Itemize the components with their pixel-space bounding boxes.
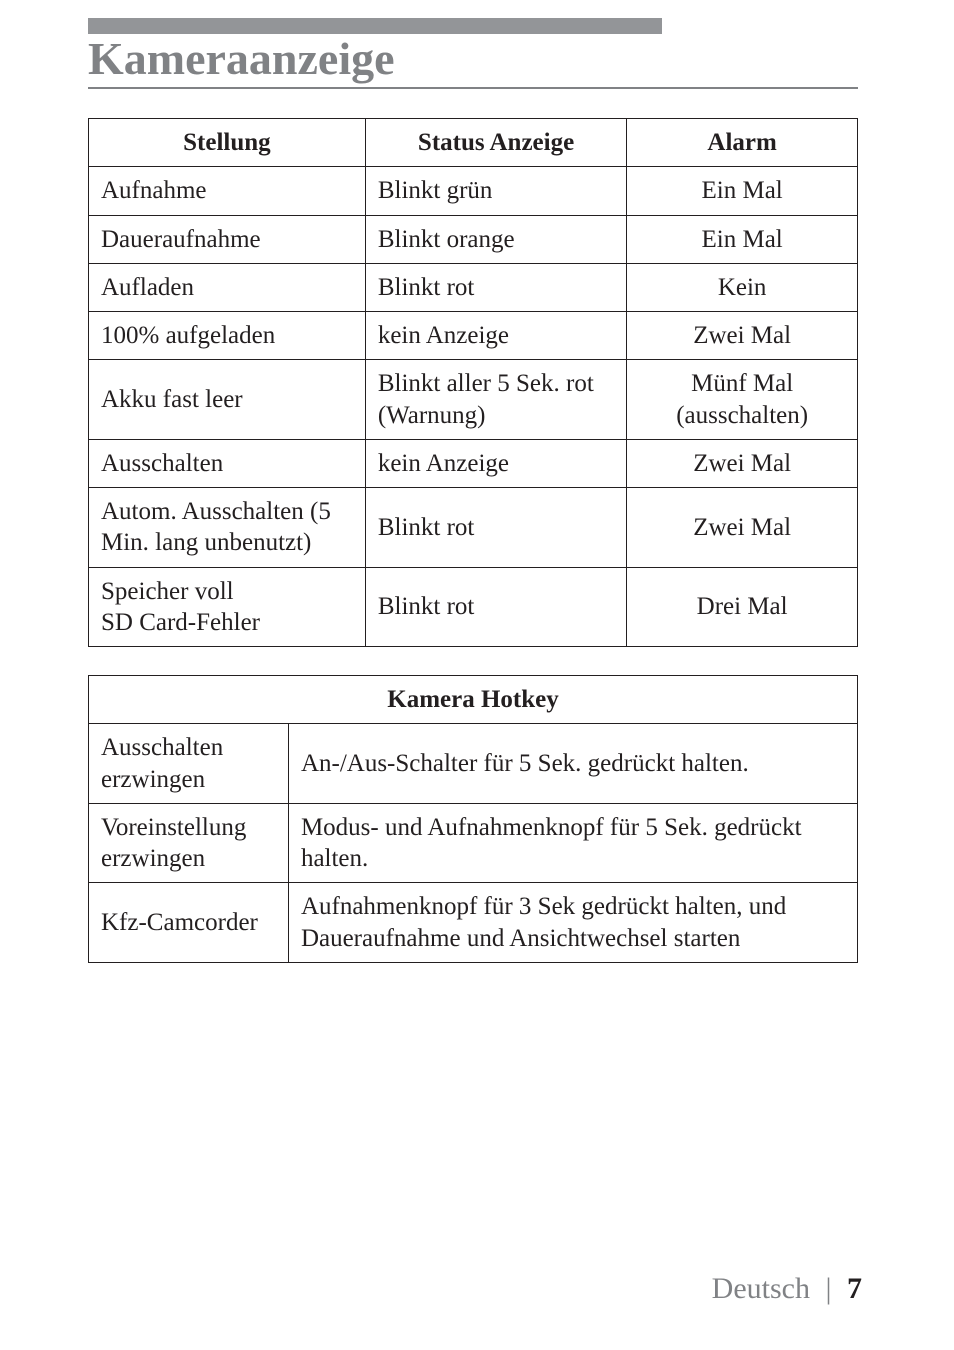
footer-separator: | xyxy=(817,1272,839,1305)
page-title: Kameraanzeige xyxy=(88,32,858,89)
cell-stellung: Akku fast leer xyxy=(89,360,366,440)
cell-status: Blinkt rot xyxy=(365,567,626,647)
cell-stellung: Autom. Ausschalten (5 Min. lang unbenutz… xyxy=(89,488,366,568)
table-row: Aufladen Blinkt rot Kein xyxy=(89,263,858,311)
cell-status: Blinkt rot xyxy=(365,263,626,311)
table-row: Speicher voll SD Card-Fehler Blinkt rot … xyxy=(89,567,858,647)
cell-alarm: Ein Mal xyxy=(627,215,858,263)
cell-status: Blinkt grün xyxy=(365,167,626,215)
table-row: Ausschalten kein Anzeige Zwei Mal xyxy=(89,439,858,487)
language-label: Deutsch xyxy=(712,1272,810,1305)
hotkey-name: Kfz-Camcorder xyxy=(89,883,289,963)
table-row: Ausschalten erzwingen An-/Aus-Schalter f… xyxy=(89,724,858,804)
cell-status: kein Anzeige xyxy=(365,439,626,487)
hotkey-name: Voreinstellung erzwingen xyxy=(89,803,289,883)
col-header-status: Status Anzeige xyxy=(365,119,626,167)
col-header-alarm: Alarm xyxy=(627,119,858,167)
hotkey-desc: An-/Aus-Schalter für 5 Sek. gedrückt hal… xyxy=(288,724,857,804)
cell-stellung: Aufladen xyxy=(89,263,366,311)
cell-alarm: Münf Mal (ausschalten) xyxy=(627,360,858,440)
cell-status: Blinkt aller 5 Sek. rot (Warnung) xyxy=(365,360,626,440)
cell-alarm: Zwei Mal xyxy=(627,488,858,568)
cell-stellung: 100% aufgeladen xyxy=(89,312,366,360)
table-row: Voreinstellung erzwingen Modus- und Aufn… xyxy=(89,803,858,883)
table-row: Aufnahme Blinkt grün Ein Mal xyxy=(89,167,858,215)
cell-status: kein Anzeige xyxy=(365,312,626,360)
table-row: Kfz-Camcorder Aufnahmenknopf für 3 Sek g… xyxy=(89,883,858,963)
status-table: Stellung Status Anzeige Alarm Aufnahme B… xyxy=(88,118,858,647)
cell-stellung: Daueraufnahme xyxy=(89,215,366,263)
table-header-row: Stellung Status Anzeige Alarm xyxy=(89,119,858,167)
hotkey-desc: Aufnahmenknopf für 3 Sek gedrückt halten… xyxy=(288,883,857,963)
page-footer: Deutsch | 7 xyxy=(712,1272,862,1306)
cell-status: Blinkt orange xyxy=(365,215,626,263)
table-row: Daueraufnahme Blinkt orange Ein Mal xyxy=(89,215,858,263)
table-row: Autom. Ausschalten (5 Min. lang unbenutz… xyxy=(89,488,858,568)
cell-stellung: Aufnahme xyxy=(89,167,366,215)
cell-alarm: Ein Mal xyxy=(627,167,858,215)
cell-alarm: Kein xyxy=(627,263,858,311)
hotkey-table: Kamera Hotkey Ausschalten erzwingen An-/… xyxy=(88,675,858,963)
cell-status: Blinkt rot xyxy=(365,488,626,568)
page-number: 7 xyxy=(847,1272,862,1305)
hotkey-title: Kamera Hotkey xyxy=(89,676,858,724)
cell-stellung: Speicher voll SD Card-Fehler xyxy=(89,567,366,647)
table-row: Akku fast leer Blinkt aller 5 Sek. rot (… xyxy=(89,360,858,440)
cell-alarm: Zwei Mal xyxy=(627,312,858,360)
cell-stellung: Ausschalten xyxy=(89,439,366,487)
hotkey-name: Ausschalten erzwingen xyxy=(89,724,289,804)
hotkey-desc: Modus- und Aufnahmenknopf für 5 Sek. ged… xyxy=(288,803,857,883)
cell-alarm: Zwei Mal xyxy=(627,439,858,487)
cell-alarm: Drei Mal xyxy=(627,567,858,647)
col-header-stellung: Stellung xyxy=(89,119,366,167)
tables-container: Stellung Status Anzeige Alarm Aufnahme B… xyxy=(88,118,858,963)
table-row: 100% aufgeladen kein Anzeige Zwei Mal xyxy=(89,312,858,360)
table-header-row: Kamera Hotkey xyxy=(89,676,858,724)
